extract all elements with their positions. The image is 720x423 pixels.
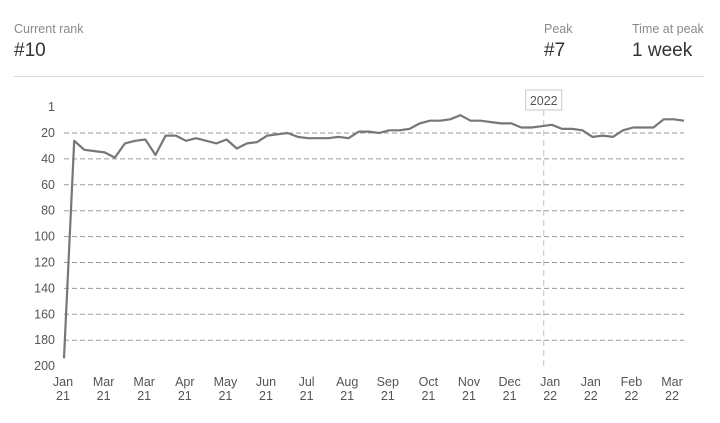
x-tick-year: 21: [137, 389, 151, 403]
series-layer: [62, 114, 685, 359]
current-rank-value: #10: [14, 40, 46, 61]
x-tick-month: Apr: [175, 375, 194, 389]
x-tick-year: 21: [218, 389, 232, 403]
x-tick-month: Jan: [53, 375, 73, 389]
x-tick-year: 21: [259, 389, 273, 403]
x-tick-month: Nov: [458, 375, 481, 389]
year-marker-box: [525, 89, 563, 111]
y-tick-label: 20: [41, 126, 55, 140]
time-at-peak-value: 1 week: [632, 40, 693, 61]
x-tick-year: 21: [340, 389, 354, 403]
time-at-peak-label: Time at peak: [632, 22, 704, 36]
y-tick-label: 200: [34, 359, 55, 373]
x-tick-month: Jan: [540, 375, 560, 389]
grid-layer: [64, 132, 684, 341]
year-marker-layer: 2022: [525, 89, 563, 367]
y-tick-label: 120: [34, 256, 55, 270]
x-tick-month: Mar: [661, 375, 683, 389]
year-marker-label: 2022: [530, 94, 558, 108]
y-tick-label: 180: [34, 333, 55, 347]
x-tick-year: 22: [584, 389, 598, 403]
y-tick-label: 140: [34, 281, 55, 295]
x-tick-month: Jun: [256, 375, 276, 389]
y-tick-label: 160: [34, 307, 55, 321]
x-tick-month: Mar: [133, 375, 155, 389]
x-tick-year: 22: [543, 389, 557, 403]
x-tick-year: 21: [421, 389, 435, 403]
x-tick-month: Mar: [93, 375, 115, 389]
x-tick-month: Feb: [621, 375, 643, 389]
y-tick-label: 80: [41, 204, 55, 218]
header-divider: [14, 76, 704, 77]
x-tick-year: 21: [381, 389, 395, 403]
rank-line: [62, 114, 685, 359]
y-tick-label: 60: [41, 178, 55, 192]
x-tick-month: Sep: [377, 375, 399, 389]
x-tick-year: 21: [97, 389, 111, 403]
x-tick-year: 21: [56, 389, 70, 403]
peak-value: #7: [544, 40, 566, 61]
current-rank-label: Current rank: [14, 22, 84, 36]
x-tick-month: Jan: [581, 375, 601, 389]
x-tick-year: 22: [665, 389, 679, 403]
x-tick-month: Oct: [419, 375, 439, 389]
peak-label: Peak: [544, 22, 573, 36]
x-tick-month: May: [214, 375, 238, 389]
y-tick-label: 40: [41, 152, 55, 166]
x-tick-year: 21: [300, 389, 314, 403]
y-tick-label: 1: [48, 100, 55, 114]
x-tick-year: 21: [462, 389, 476, 403]
x-tick-year: 21: [178, 389, 192, 403]
x-axis-ticks: Jan21Mar21Mar21Apr21May21Jun21Jul21Aug21…: [53, 375, 683, 403]
y-tick-label: 100: [34, 230, 55, 244]
x-tick-month: Aug: [336, 375, 358, 389]
x-tick-year: 21: [503, 389, 517, 403]
x-tick-month: Jul: [299, 375, 315, 389]
x-tick-month: Dec: [498, 375, 520, 389]
x-tick-year: 22: [624, 389, 638, 403]
